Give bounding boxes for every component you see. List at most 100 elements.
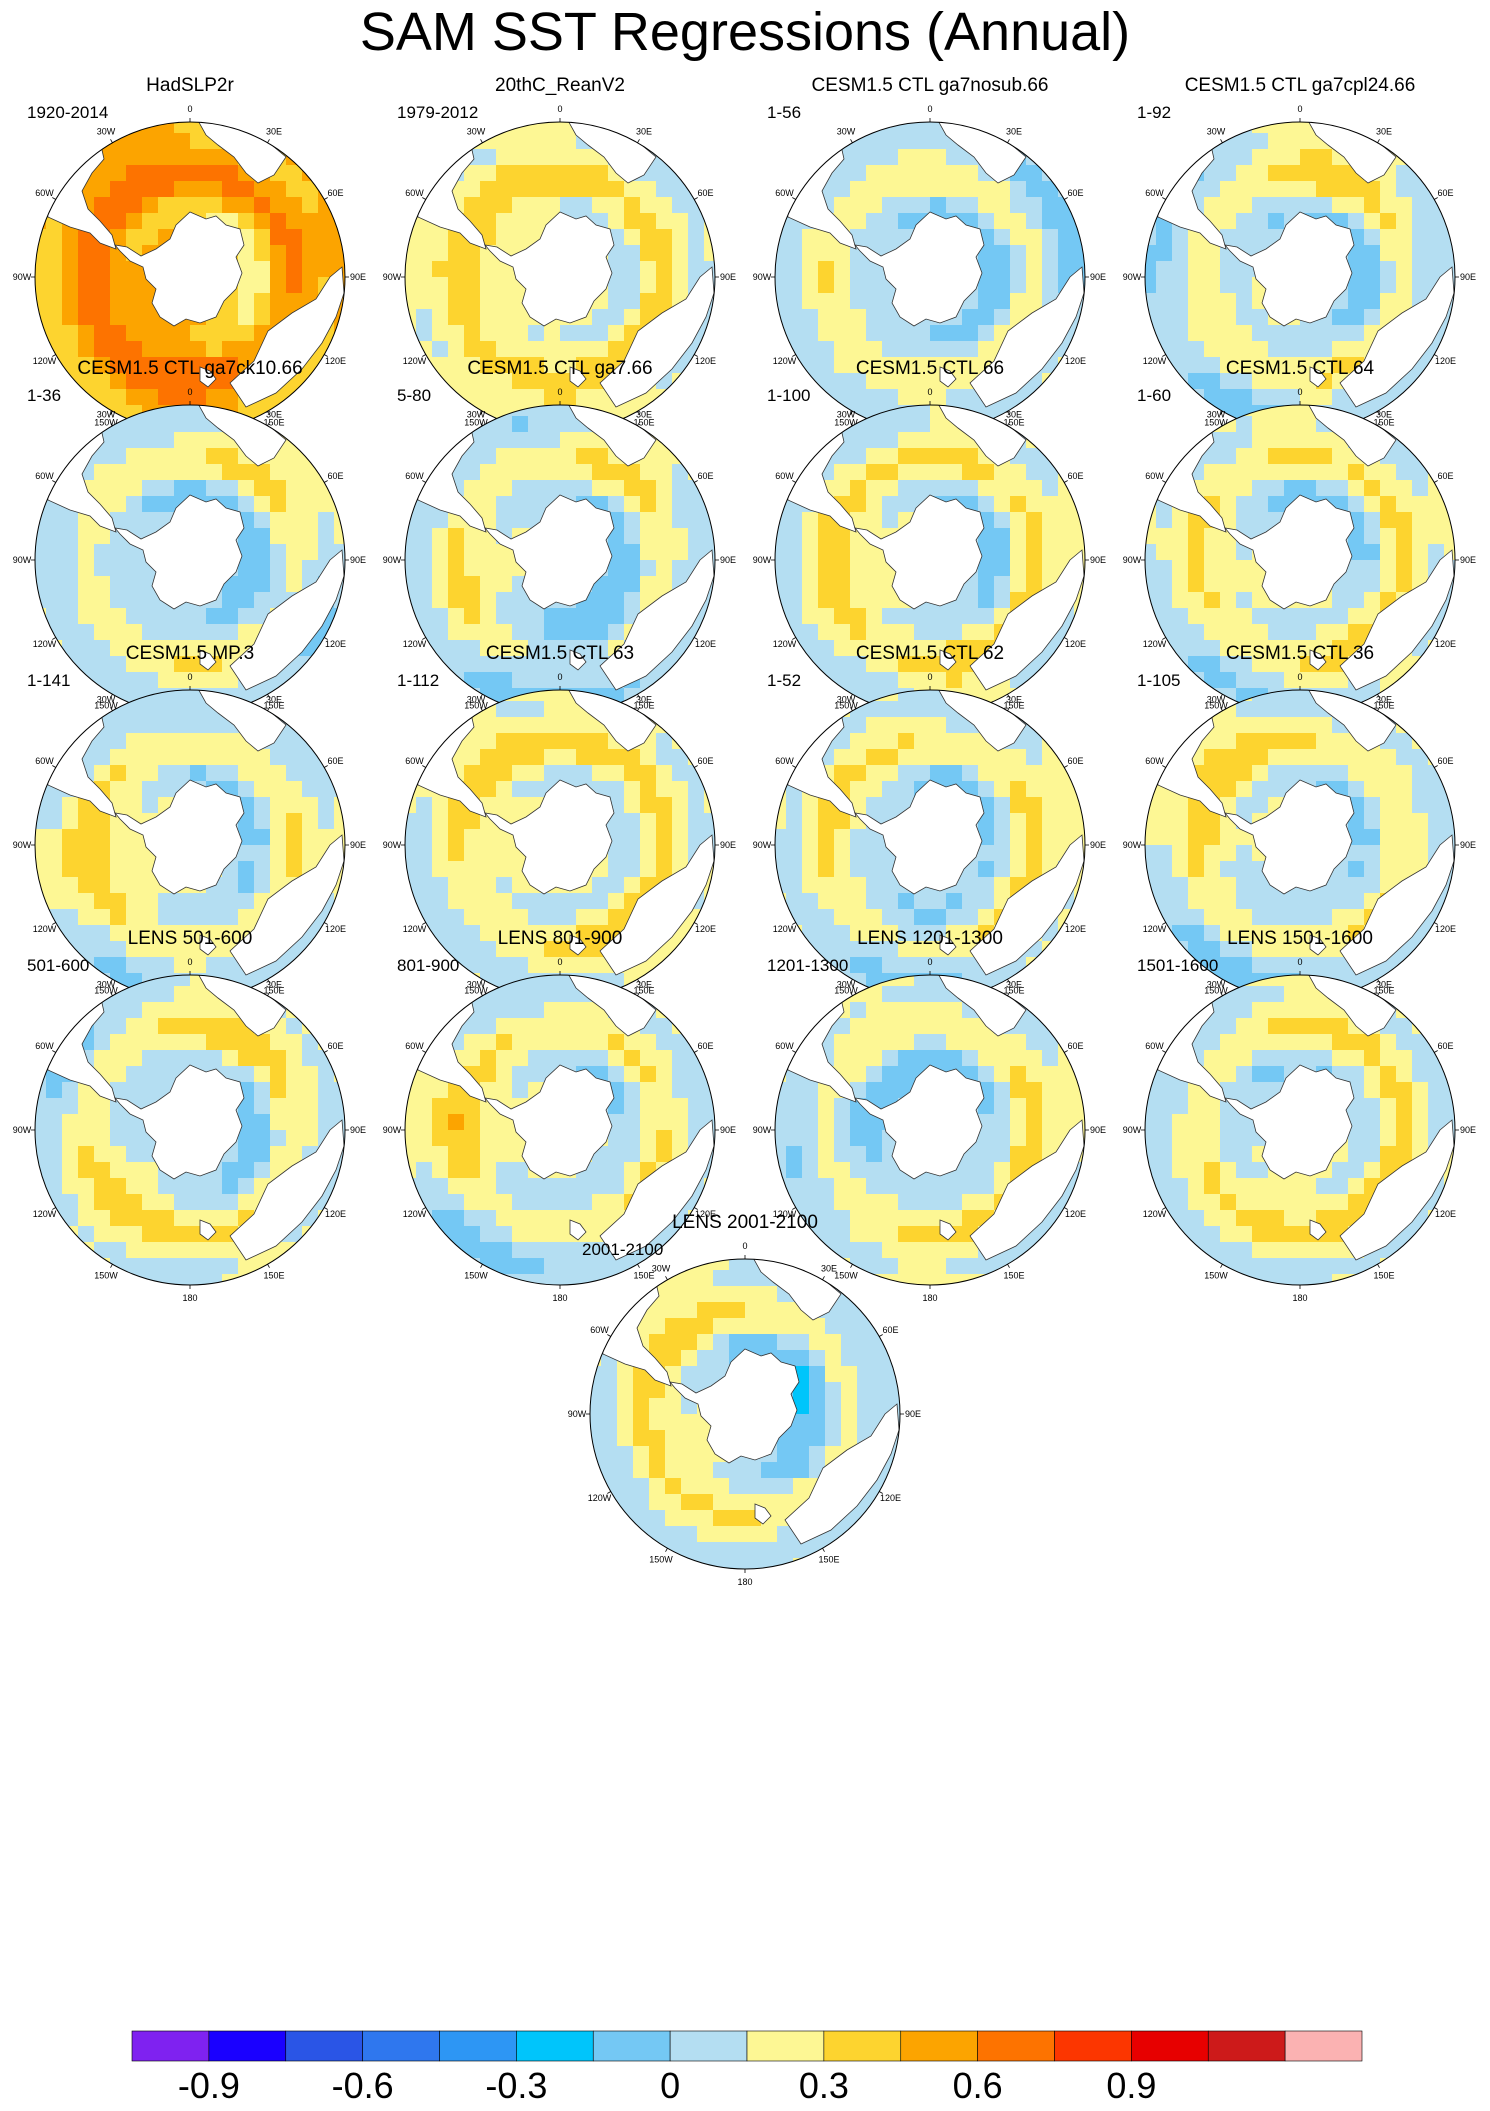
sst-cell — [254, 797, 271, 814]
sst-cell — [1145, 781, 1157, 798]
sst-cell — [1026, 245, 1043, 262]
sst-cell — [775, 813, 787, 830]
sst-cell — [286, 293, 303, 310]
sst-cell — [704, 480, 715, 497]
sst-cell — [238, 765, 255, 782]
sst-cell — [318, 781, 335, 798]
lon-tick — [1434, 354, 1438, 357]
sst-cell — [624, 781, 641, 798]
sst-cell — [802, 624, 819, 641]
sst-cell — [1220, 197, 1237, 214]
sst-cell — [592, 749, 609, 766]
sst-cell — [1284, 624, 1301, 641]
sst-cell — [1444, 797, 1455, 814]
lon-label: 120W — [33, 924, 57, 934]
lon-label: 150W — [834, 985, 858, 995]
sst-cell — [672, 496, 689, 513]
sst-cell — [126, 749, 143, 766]
sst-cell — [142, 122, 159, 134]
sst-cell — [174, 464, 191, 481]
sst-cell — [254, 1050, 271, 1067]
sst-cell — [866, 592, 883, 609]
sst-cell — [94, 480, 111, 497]
sst-cell — [142, 432, 159, 449]
sst-cell — [190, 432, 207, 449]
lon-tick — [1220, 139, 1223, 143]
sst-cell — [608, 893, 625, 910]
sst-cell — [560, 909, 577, 926]
sst-cell — [1252, 341, 1269, 358]
sst-cell — [592, 957, 609, 974]
sst-cell — [640, 544, 657, 561]
sst-cell — [1348, 813, 1365, 830]
lon-label: 60W — [35, 471, 54, 481]
sst-cell — [142, 749, 159, 766]
sst-cell — [190, 165, 207, 182]
sst-cell — [1332, 765, 1349, 782]
sst-cell — [704, 245, 715, 262]
sst-cell — [775, 325, 787, 342]
sst-cell — [882, 165, 899, 182]
lon-label: 0 — [1297, 387, 1302, 397]
sst-cell — [174, 389, 191, 406]
sst-cell — [142, 701, 159, 718]
sst-cell — [1348, 528, 1365, 545]
sst-cell — [416, 576, 433, 593]
sst-cell — [448, 1194, 465, 1211]
sst-cell — [608, 181, 625, 198]
sst-cell — [1172, 149, 1189, 166]
sst-cell — [1300, 181, 1317, 198]
sst-cell — [206, 717, 223, 734]
sst-cell — [238, 576, 255, 593]
sst-cell — [576, 893, 593, 910]
sst-cell — [624, 877, 641, 894]
sst-cell — [110, 373, 127, 390]
lon-tick — [110, 1264, 113, 1268]
sst-cell — [78, 341, 95, 358]
lon-label: 30W — [97, 980, 116, 990]
sst-cell — [1074, 528, 1085, 545]
sst-cell — [126, 480, 143, 497]
sst-cell — [1172, 245, 1189, 262]
lon-label: 0 — [557, 104, 562, 114]
sst-cell — [78, 829, 95, 846]
sst-cell — [640, 229, 657, 246]
sst-cell — [480, 544, 497, 561]
sst-cell — [1268, 432, 1285, 449]
sst-cell — [464, 1146, 481, 1163]
sst-cell — [850, 149, 867, 166]
sst-cell — [1074, 229, 1085, 246]
sst-cell — [624, 528, 641, 545]
sst-cell — [802, 432, 819, 449]
sst-cell — [946, 957, 963, 974]
lon-label: 120W — [773, 356, 797, 366]
lon-tick — [267, 694, 270, 698]
sst-cell — [270, 560, 287, 577]
sst-cell — [576, 181, 593, 198]
sst-cell — [126, 1082, 143, 1099]
sst-cell — [35, 496, 47, 513]
lon-label: 60E — [327, 1041, 343, 1051]
sst-cell — [1332, 341, 1349, 358]
sst-cell — [850, 877, 867, 894]
sst-cell — [786, 877, 803, 894]
sst-cell — [35, 277, 47, 294]
sst-cell — [416, 229, 433, 246]
sst-cell — [1220, 213, 1237, 230]
sst-cell — [126, 229, 143, 246]
sst-cell — [35, 765, 47, 782]
sst-cell — [238, 624, 255, 641]
sst-cell — [286, 733, 303, 750]
panel-title: HadSLP2r — [146, 75, 234, 96]
sst-cell — [126, 717, 143, 734]
lon-label: 0 — [927, 104, 932, 114]
panel-years: 1-105 — [1137, 671, 1181, 690]
landmass — [1339, 549, 1455, 691]
sst-cell — [850, 893, 867, 910]
sst-cell — [1074, 813, 1085, 830]
sst-cell — [1172, 528, 1189, 545]
sst-cell — [158, 1178, 175, 1195]
sst-cell — [318, 829, 335, 846]
